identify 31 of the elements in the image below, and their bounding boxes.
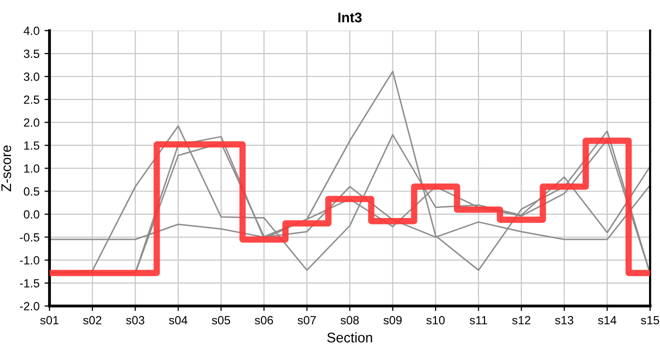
y-tick-label: 2.0 bbox=[24, 118, 40, 127]
x-tick-label: s04 bbox=[169, 316, 188, 324]
y-tick-label: -1.0 bbox=[20, 256, 40, 264]
y-tick-label: 2.5 bbox=[24, 95, 40, 104]
y-tick-label: -1.5 bbox=[20, 279, 40, 288]
x-tick-label: s06 bbox=[254, 316, 273, 324]
x-tick-label: s05 bbox=[212, 316, 230, 324]
y-tick-label: 1.5 bbox=[24, 142, 40, 150]
y-tick-label: -2.0 bbox=[20, 302, 40, 310]
x-tick-label: s09 bbox=[384, 316, 402, 324]
y-tick-label: 1.0 bbox=[24, 164, 40, 173]
x-tick-label: s02 bbox=[83, 316, 102, 324]
x-tick-label: s10 bbox=[426, 316, 445, 324]
x-tick-label: s08 bbox=[340, 316, 359, 324]
y-tick-label: 3.0 bbox=[24, 72, 40, 81]
y-tick-label: 0.0 bbox=[24, 210, 40, 219]
x-tick-label: s01 bbox=[40, 316, 58, 324]
x-tick-label: s12 bbox=[512, 316, 530, 324]
x-tick-label: s07 bbox=[298, 316, 316, 324]
x-tick-label: s13 bbox=[555, 316, 574, 324]
x-tick-label: s14 bbox=[598, 316, 616, 324]
chart-title: Int3 bbox=[338, 12, 362, 22]
x-axis-title: Section bbox=[327, 332, 372, 342]
x-tick-label: s15 bbox=[640, 316, 660, 324]
y-tick-label: 3.5 bbox=[24, 50, 40, 58]
y-tick-label: -0.5 bbox=[20, 233, 40, 242]
y-tick-label: 0.5 bbox=[24, 187, 40, 196]
y-tick-label: 4.0 bbox=[24, 26, 40, 35]
y-axis-title: Z-score bbox=[1, 145, 12, 192]
x-tick-label: s03 bbox=[126, 316, 144, 324]
x-tick-label: s11 bbox=[470, 316, 488, 324]
